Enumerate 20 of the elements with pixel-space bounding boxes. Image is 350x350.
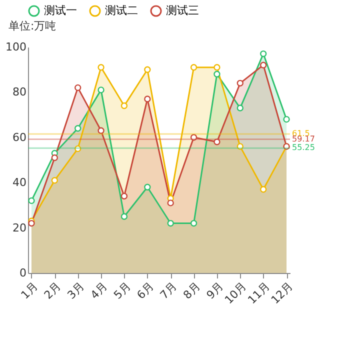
x-tick-label: 2月 <box>42 280 64 302</box>
legend-label: 测试二 <box>105 4 138 17</box>
x-tick-label: 1月 <box>18 280 40 302</box>
x-tick-label: 7月 <box>158 280 180 302</box>
x-tick-label: 5月 <box>111 280 134 302</box>
y-tick-label: 60 <box>12 130 26 144</box>
y-tick-label: 20 <box>12 221 26 234</box>
y-axis-title: 单位:万吨 <box>8 20 56 32</box>
legend-label: 测试一 <box>44 4 77 17</box>
x-tick-label: 6月 <box>134 280 156 302</box>
y-tick-label: 100 <box>6 40 26 54</box>
y-tick-label: 80 <box>12 86 26 99</box>
x-tick-label: 4月 <box>88 280 110 302</box>
x-tick-label: 8月 <box>180 280 203 302</box>
y-tick-label: 40 <box>12 176 26 190</box>
x-tick-label: 3月 <box>64 280 87 302</box>
y-tick-label: 0 <box>20 266 26 280</box>
ref-line-label: 59.17 <box>292 134 315 144</box>
ref-line-label: 55.25 <box>292 143 315 152</box>
legend-label: 测试三 <box>166 4 199 17</box>
